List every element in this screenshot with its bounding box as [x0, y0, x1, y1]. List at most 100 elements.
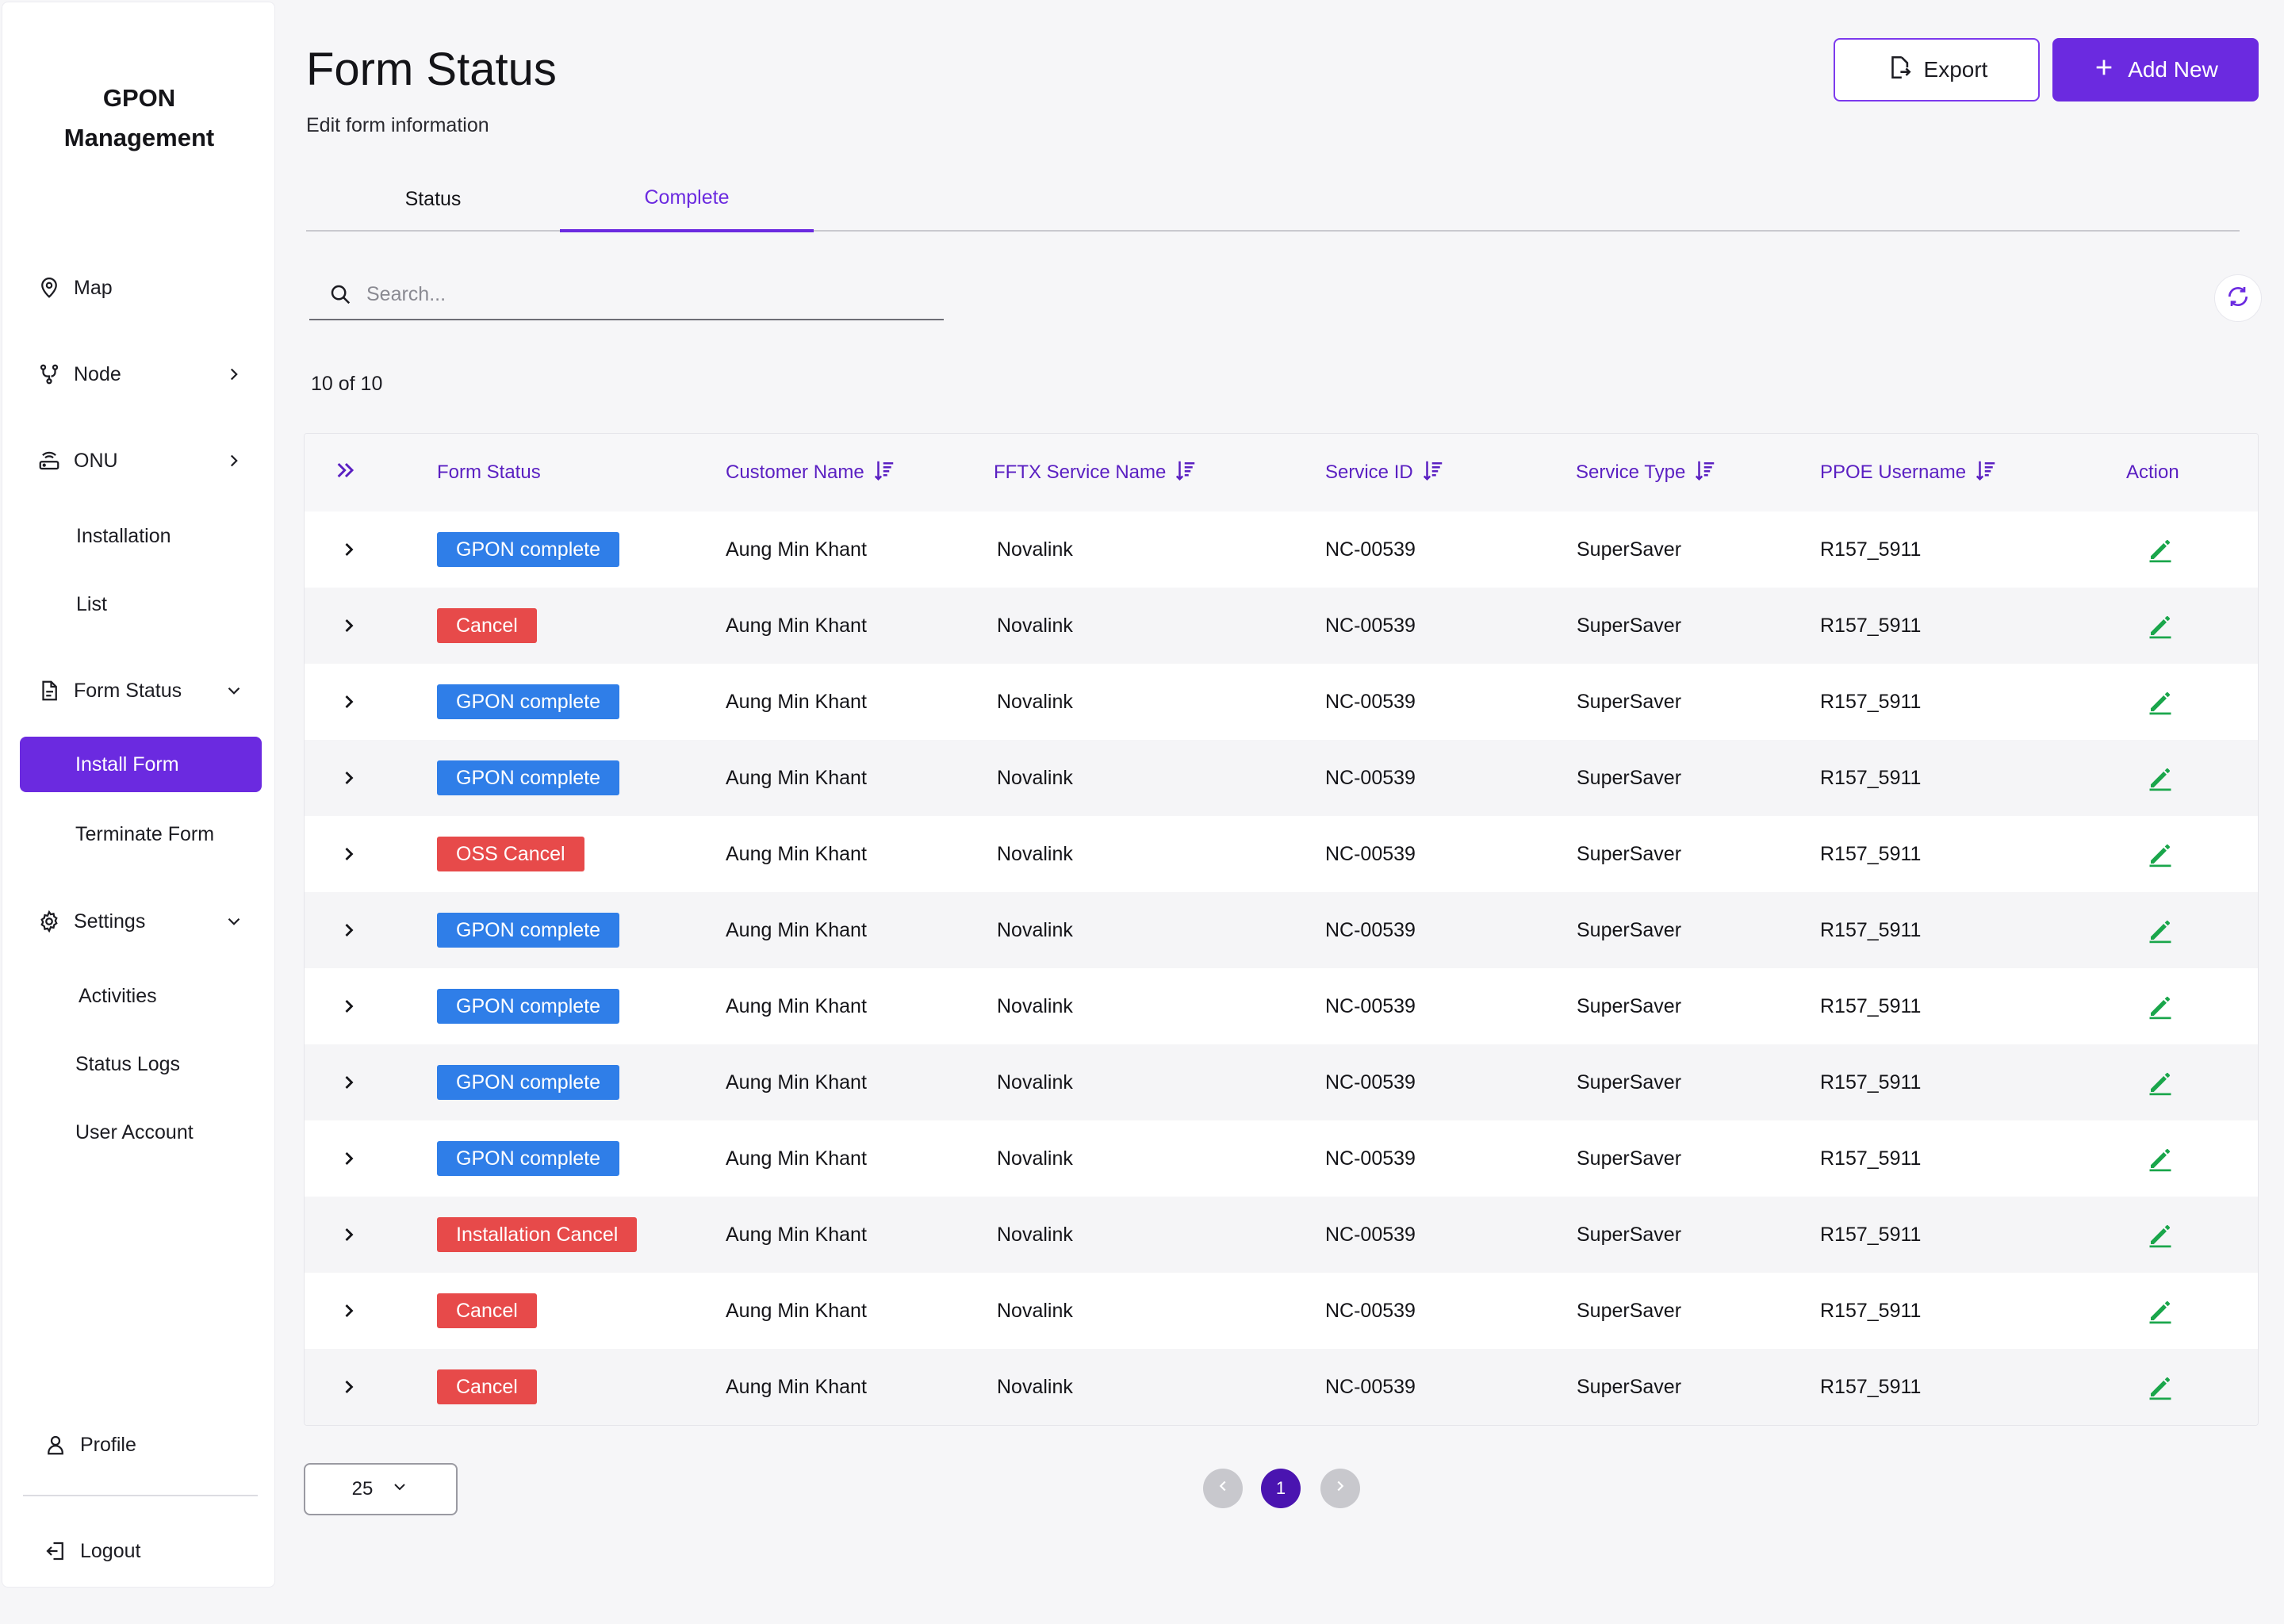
logout-button[interactable]: Logout [20, 1523, 262, 1579]
row-expand-button[interactable] [333, 1044, 365, 1120]
edit-button[interactable] [2143, 1120, 2178, 1197]
sidebar-item-user-account[interactable]: User Account [20, 1105, 262, 1160]
edit-button[interactable] [2143, 740, 2178, 816]
sidebar-item-installation[interactable]: Installation [20, 508, 262, 564]
row-expand-button[interactable] [333, 1120, 365, 1197]
page-title: Form Status [306, 44, 557, 95]
sidebar-item-profile[interactable]: Profile [20, 1417, 262, 1473]
column-header-fftx-service-name[interactable]: FFTX Service Name [994, 434, 1198, 511]
chevron-right-icon [333, 1219, 365, 1251]
column-header-ppoe-username[interactable]: PPOE Username [1820, 434, 1998, 511]
row-expand-button[interactable] [333, 968, 365, 1044]
chevron-right-icon [224, 450, 244, 471]
refresh-button[interactable] [2214, 274, 2262, 322]
export-label: Export [1923, 57, 1988, 82]
add-new-button[interactable]: Add New [2052, 38, 2259, 102]
edit-button[interactable] [2143, 968, 2178, 1044]
ppoe-username-cell: R157_5911 [1820, 1223, 1922, 1246]
sidebar-item-label: List [76, 592, 107, 615]
chevron-right-icon [333, 610, 365, 642]
search-input[interactable] [366, 282, 922, 306]
edit-button[interactable] [2143, 1273, 2178, 1349]
sidebar-item-terminate-form[interactable]: Terminate Form [20, 806, 262, 862]
sort-icon[interactable] [872, 458, 896, 488]
service-name-cell: Novalink [997, 1147, 1073, 1170]
sidebar-item-label: Profile [80, 1433, 136, 1456]
row-expand-button[interactable] [333, 664, 365, 740]
column-header-service-type[interactable]: Service Type [1576, 434, 1717, 511]
pencil-icon [2143, 608, 2178, 643]
service-id-cell: NC-00539 [1325, 842, 1416, 865]
sidebar-item-label: Form Status [74, 679, 182, 702]
status-badge: GPON complete [437, 1065, 620, 1100]
edit-button[interactable] [2143, 816, 2178, 892]
pencil-icon [2143, 1065, 2178, 1100]
row-expand-button[interactable] [333, 1197, 365, 1273]
ppoe-username-cell: R157_5911 [1820, 538, 1922, 561]
sidebar-item-node[interactable]: Node [20, 347, 262, 402]
sidebar-item-label: Install Form [75, 753, 179, 776]
sidebar-item-label: Activities [79, 984, 157, 1007]
tab-status[interactable]: Status [404, 187, 462, 210]
column-header-customer-name[interactable]: Customer Name [726, 434, 896, 511]
edit-button[interactable] [2143, 1044, 2178, 1120]
file-export-icon [1886, 54, 1913, 86]
row-expand-button[interactable] [333, 588, 365, 664]
status-badge: OSS Cancel [437, 837, 584, 871]
sidebar-item-install-form[interactable]: Install Form [20, 737, 262, 792]
sidebar-item-label: Installation [76, 524, 171, 547]
edit-button[interactable] [2143, 588, 2178, 664]
sidebar-item-onu[interactable]: ONU [20, 433, 262, 488]
customer-name-cell: Aung Min Khant [726, 1071, 867, 1094]
service-id-cell: NC-00539 [1325, 690, 1416, 713]
page-size-select[interactable]: 25 [304, 1463, 458, 1515]
sort-icon[interactable] [1174, 458, 1198, 488]
column-header-label: Action [2126, 462, 2179, 483]
next-page-button[interactable] [1320, 1469, 1360, 1508]
row-expand-button[interactable] [333, 740, 365, 816]
sidebar-item-map[interactable]: Map [20, 260, 262, 316]
row-expand-button[interactable] [333, 816, 365, 892]
status-cell: GPON complete [437, 511, 620, 588]
table-row: GPON complete Aung Min Khant Novalink NC-00… [305, 1044, 2258, 1120]
service-type-cell: SuperSaver [1577, 1375, 1682, 1398]
expand-all-button[interactable] [333, 434, 358, 511]
row-expand-button[interactable] [333, 511, 365, 588]
edit-button[interactable] [2143, 511, 2178, 588]
column-header-service-id[interactable]: Service ID [1325, 434, 1445, 511]
ppoe-username-cell: R157_5911 [1820, 766, 1922, 789]
table-row: Cancel Aung Min Khant Novalink NC-00539 Supe… [305, 1349, 2258, 1425]
status-cell: GPON complete [437, 892, 620, 968]
sort-icon[interactable] [1693, 458, 1717, 488]
row-expand-button[interactable] [333, 1349, 365, 1425]
edit-button[interactable] [2143, 892, 2178, 968]
sidebar-item-activities[interactable]: Activities [20, 968, 262, 1024]
sidebar-item-settings[interactable]: Settings [20, 894, 262, 949]
export-button[interactable]: Export [1834, 38, 2040, 102]
sidebar-item-status-logs[interactable]: Status Logs [20, 1036, 262, 1092]
sort-icon[interactable] [1421, 458, 1445, 488]
tab-complete[interactable]: Complete [560, 167, 814, 232]
pencil-icon [2143, 913, 2178, 948]
service-type-cell: SuperSaver [1577, 1071, 1682, 1094]
chevron-down-icon [224, 911, 244, 932]
prev-page-button[interactable] [1203, 1469, 1243, 1508]
customer-name-cell: Aung Min Khant [726, 614, 867, 637]
row-expand-button[interactable] [333, 1273, 365, 1349]
tab-bar: Status Complete [306, 167, 2240, 232]
service-name-cell: Novalink [997, 538, 1073, 561]
service-name-cell: Novalink [997, 1223, 1073, 1246]
page-button-current[interactable]: 1 [1261, 1469, 1301, 1508]
edit-button[interactable] [2143, 1349, 2178, 1425]
chevron-down-icon [390, 1477, 409, 1502]
service-name-cell: Novalink [997, 1299, 1073, 1322]
edit-button[interactable] [2143, 664, 2178, 740]
customer-name-cell: Aung Min Khant [726, 1375, 867, 1398]
row-expand-button[interactable] [333, 892, 365, 968]
sort-icon[interactable] [1974, 458, 1998, 488]
sidebar-item-form-status[interactable]: Form Status [20, 663, 262, 718]
sidebar-item-list[interactable]: List [20, 576, 262, 632]
chevron-right-icon [1332, 1477, 1349, 1500]
sidebar-item-label: Node [74, 362, 121, 385]
edit-button[interactable] [2143, 1197, 2178, 1273]
